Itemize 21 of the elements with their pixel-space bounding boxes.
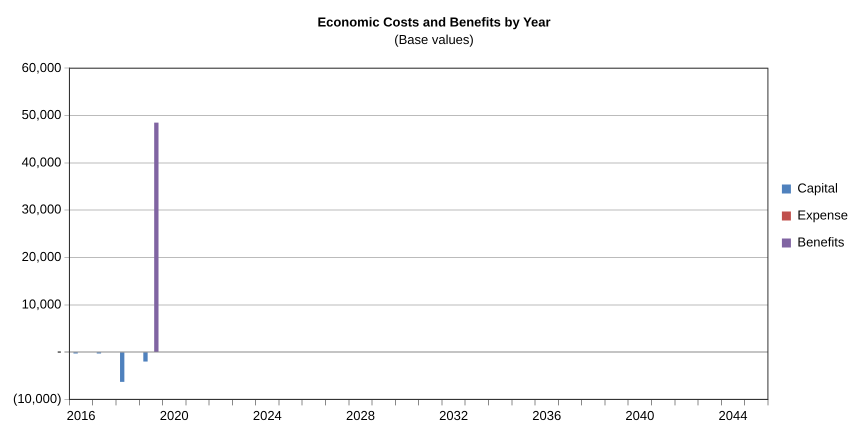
legend-label: Benefits xyxy=(797,234,845,250)
y-tick-label: - xyxy=(57,344,62,359)
y-tick-label: 30,000 xyxy=(22,202,62,217)
x-tick-label: 2024 xyxy=(252,408,282,423)
x-tick-label: 2020 xyxy=(160,408,189,423)
x-tick-label: 2036 xyxy=(532,408,562,423)
y-tick-label: 10,000 xyxy=(22,296,62,312)
x-tick-label: 2016 xyxy=(66,408,96,423)
y-tick-label: 20,000 xyxy=(22,249,62,264)
y-tick-label: 60,000 xyxy=(22,60,62,75)
x-tick-label: 2040 xyxy=(625,408,654,423)
chart-subtitle: (Base values) xyxy=(394,32,474,47)
x-tick-label: 2028 xyxy=(346,408,375,423)
chart-title: Economic Costs and Benefits by Year xyxy=(317,14,551,30)
y-tick-label: 50,000 xyxy=(22,107,62,122)
y-tick-label: (10,000) xyxy=(13,390,62,406)
legend-label: Expense xyxy=(797,208,848,223)
x-tick-label: 2044 xyxy=(718,408,748,423)
x-tick-label: 2032 xyxy=(439,408,468,423)
y-tick-label: 40,000 xyxy=(22,154,62,170)
legend-label: Capital xyxy=(797,180,838,196)
